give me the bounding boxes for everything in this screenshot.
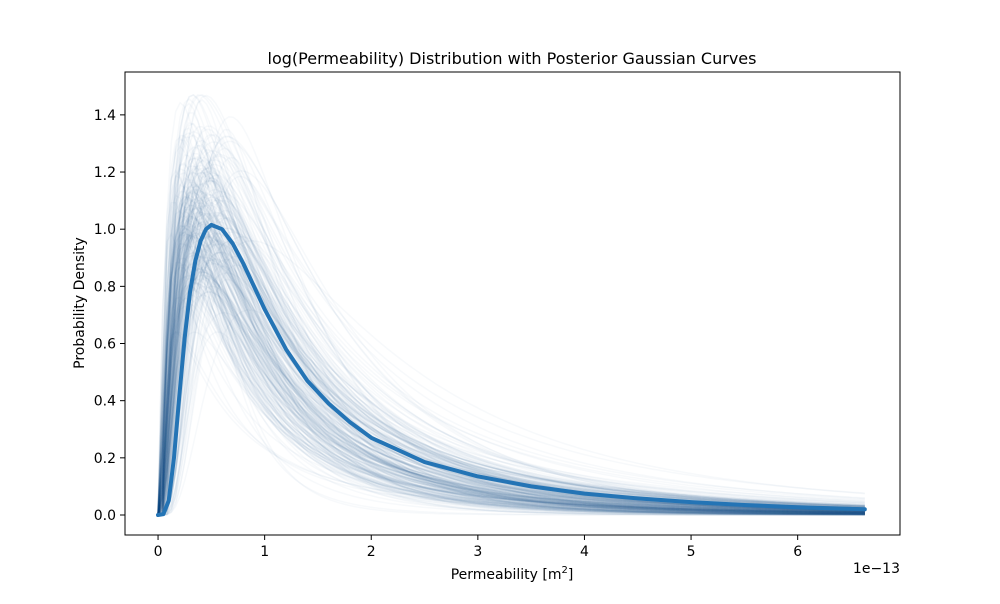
x-tick-label: 0 (154, 544, 163, 560)
x-tick-label: 6 (793, 544, 802, 560)
plot-frame (124, 71, 901, 536)
x-axis-label-main: Permeability [m (451, 567, 562, 583)
chart-title: log(Permeability) Distribution with Post… (268, 49, 757, 68)
y-tick-label: 0.6 (94, 337, 116, 353)
main-series-layer (156, 222, 867, 517)
y-axis-label: Probability Density (72, 237, 88, 369)
y-tick-label: 1.2 (94, 165, 116, 181)
main-series-line (156, 222, 867, 517)
x-tick-label: 2 (367, 544, 376, 560)
x-tick-label: 4 (580, 544, 589, 560)
y-tick-label: 0.0 (94, 508, 116, 524)
x-tick-label: 3 (473, 544, 482, 560)
y-tick-label: 1.4 (94, 108, 116, 124)
x-axis-offset-label: 1e−13 (853, 561, 900, 577)
x-tick-label: 1 (260, 544, 269, 560)
x-axis-label-close: ] (568, 567, 573, 583)
x-axis-label-superscript: 2 (561, 565, 567, 576)
x-axis-ticks: 0 1 2 3 4 5 6 (154, 535, 802, 560)
y-tick-label: 0.4 (94, 394, 116, 410)
y-tick-label: 0.8 (94, 279, 116, 295)
y-tick-label: 1.0 (94, 222, 116, 238)
y-tick-label: 0.2 (94, 451, 116, 467)
x-tick-label: 5 (687, 544, 696, 560)
y-axis-ticks: 0.0 0.2 0.4 0.6 0.8 1.0 1.2 1.4 (94, 108, 125, 524)
x-axis-label: Permeability [m2] (451, 565, 574, 583)
